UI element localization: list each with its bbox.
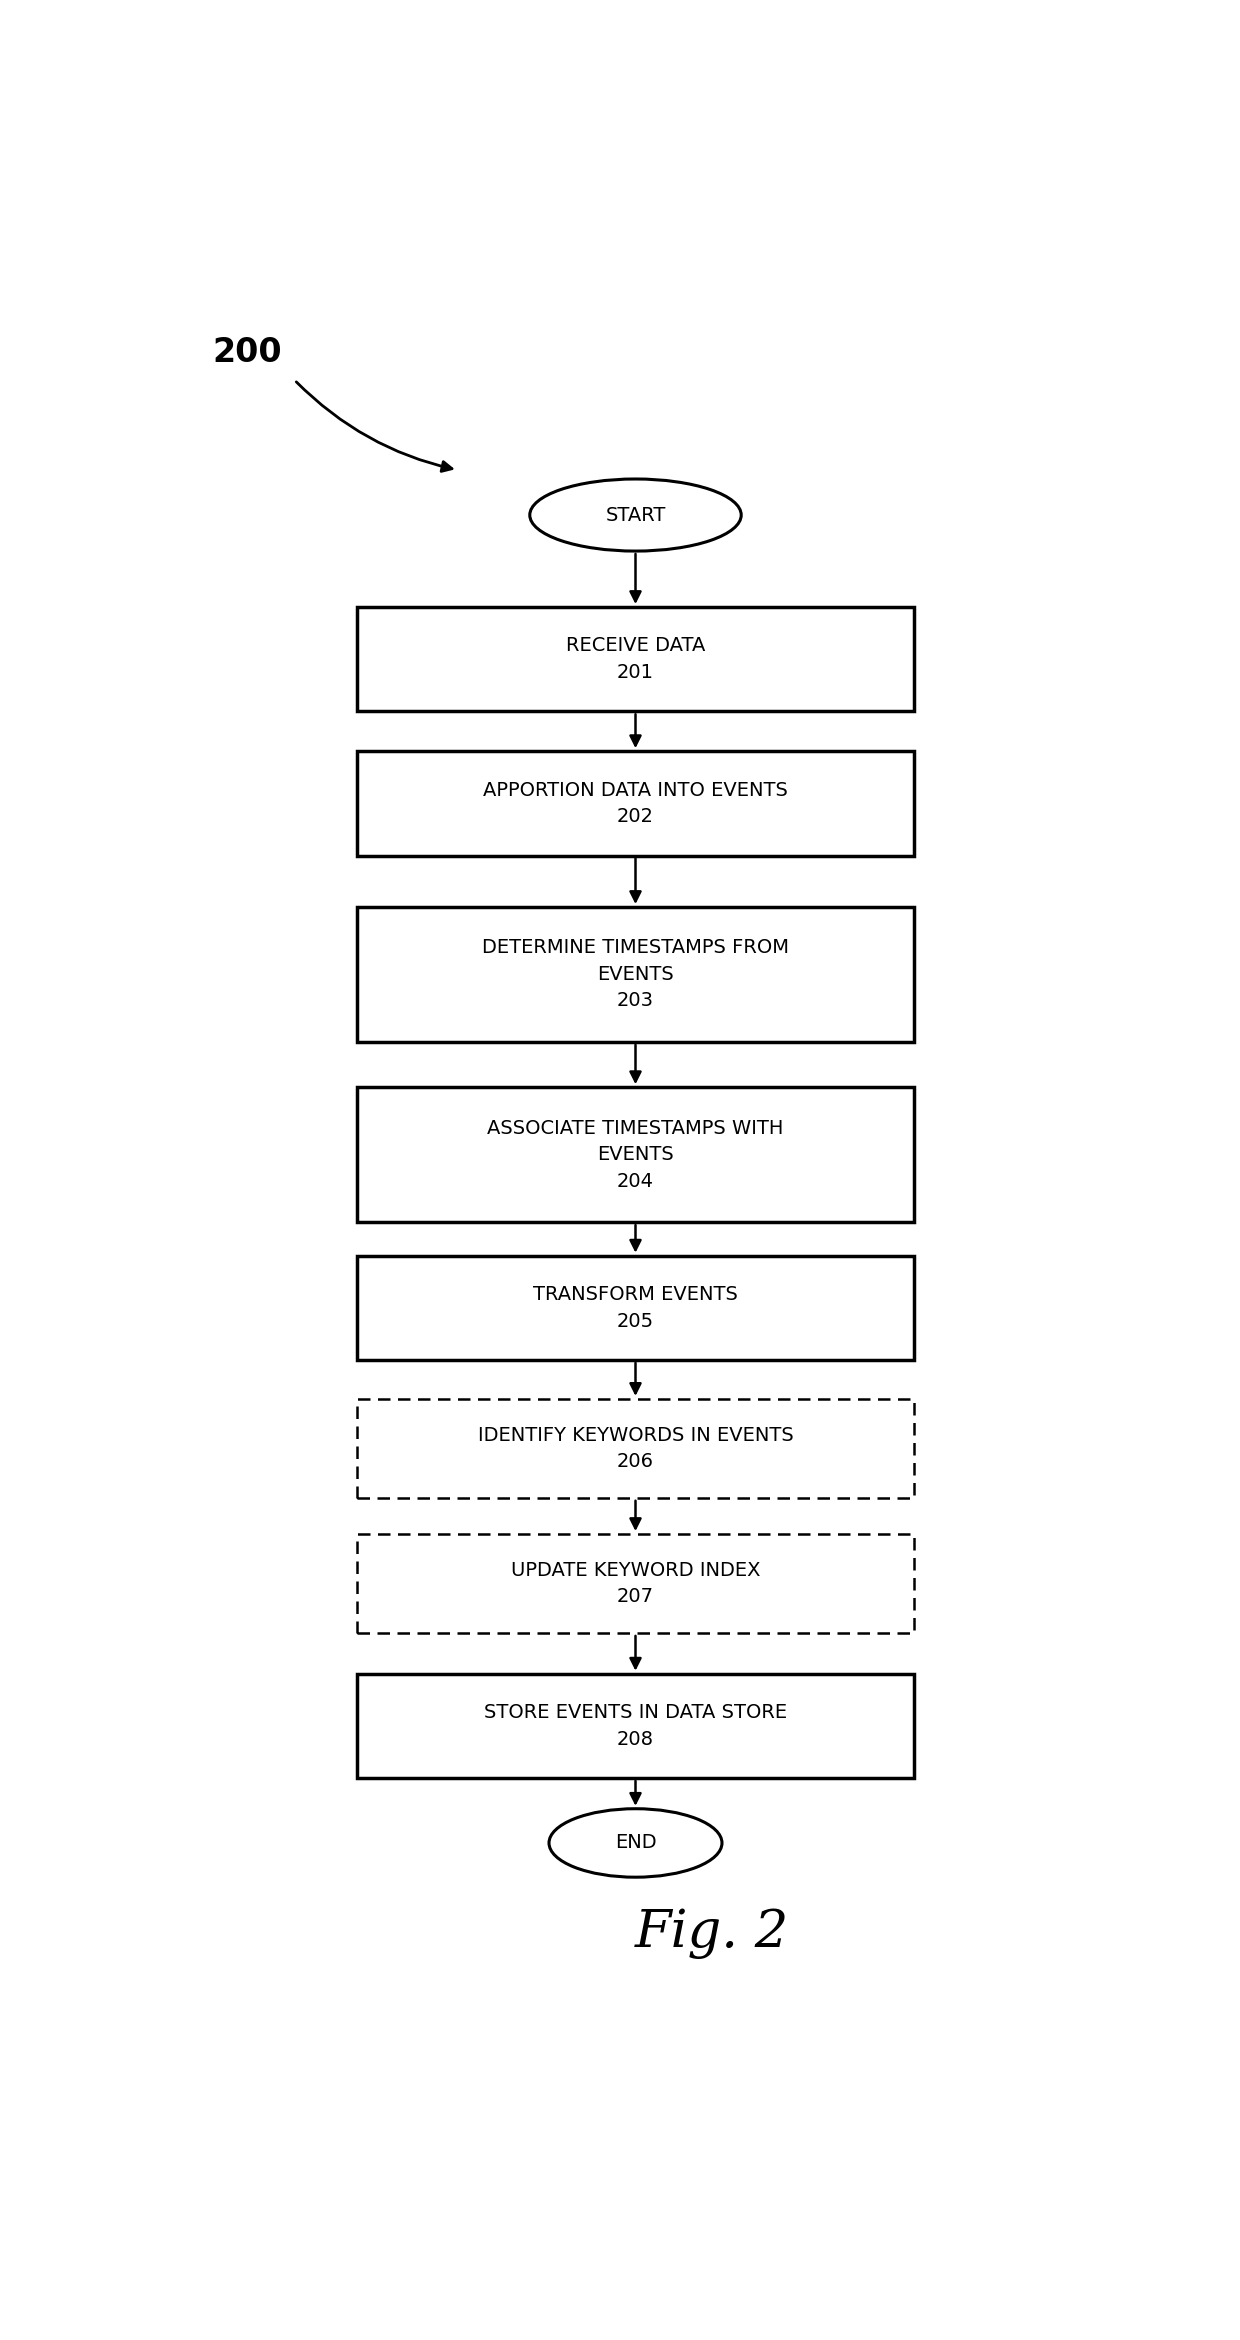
Text: STORE EVENTS IN DATA STORE
208: STORE EVENTS IN DATA STORE 208 bbox=[484, 1704, 787, 1748]
Bar bbox=[357, 1399, 914, 1498]
Bar bbox=[357, 1257, 914, 1360]
Bar bbox=[357, 908, 914, 1041]
Text: IDENTIFY KEYWORDS IN EVENTS
206: IDENTIFY KEYWORDS IN EVENTS 206 bbox=[477, 1425, 794, 1472]
Bar bbox=[357, 1673, 914, 1778]
Ellipse shape bbox=[549, 1809, 722, 1877]
Text: Fig. 2: Fig. 2 bbox=[635, 1909, 790, 1959]
Bar bbox=[357, 751, 914, 856]
Text: DETERMINE TIMESTAMPS FROM
EVENTS
203: DETERMINE TIMESTAMPS FROM EVENTS 203 bbox=[482, 938, 789, 1011]
Bar bbox=[357, 606, 914, 711]
Text: START: START bbox=[605, 505, 666, 524]
Text: APPORTION DATA INTO EVENTS
202: APPORTION DATA INTO EVENTS 202 bbox=[484, 782, 787, 826]
Bar bbox=[357, 1535, 914, 1633]
Text: END: END bbox=[615, 1835, 656, 1853]
Text: ASSOCIATE TIMESTAMPS WITH
EVENTS
204: ASSOCIATE TIMESTAMPS WITH EVENTS 204 bbox=[487, 1119, 784, 1191]
Text: 200: 200 bbox=[213, 337, 283, 370]
Text: RECEIVE DATA
201: RECEIVE DATA 201 bbox=[565, 636, 706, 681]
Bar bbox=[357, 1088, 914, 1221]
Text: UPDATE KEYWORD INDEX
207: UPDATE KEYWORD INDEX 207 bbox=[511, 1561, 760, 1605]
Text: TRANSFORM EVENTS
205: TRANSFORM EVENTS 205 bbox=[533, 1285, 738, 1331]
Ellipse shape bbox=[529, 480, 742, 552]
